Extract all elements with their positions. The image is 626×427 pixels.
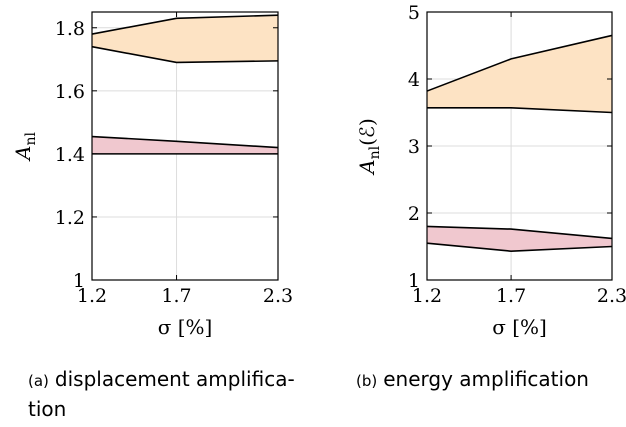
band-upper-line-1	[91, 14, 279, 35]
band-upper-line-1	[426, 34, 613, 92]
band-upper-line-2	[91, 135, 279, 149]
y-axis-label-sub-b: nl	[367, 145, 383, 159]
band-lower-line-1	[91, 45, 279, 64]
y-axis-label-a: Anl	[11, 132, 39, 162]
y-tick-label: 4	[408, 69, 420, 91]
y-axis-label-base-a: A	[11, 146, 35, 162]
y-tick-label: 1.6	[55, 81, 85, 103]
y-tick-label: 1.4	[55, 144, 85, 166]
plot-frame-a	[91, 11, 279, 281]
ticks-a: 1.2 1.7 2.311.21.41.61.8	[55, 12, 293, 307]
caption-a-text-1: displacement amplifica-	[55, 367, 295, 391]
y-tick-label: 1	[73, 270, 85, 292]
y-tick-label: 2	[408, 203, 420, 225]
y-axis-label-b: Anl(ℰ)	[355, 118, 383, 176]
y-axis-label-sub-a: nl	[23, 132, 39, 146]
band-fill-1	[427, 35, 612, 113]
x-tick-label: 1.2	[77, 285, 107, 307]
y-tick-label: 1.2	[55, 207, 85, 229]
x-tick-label: 2.3	[597, 285, 626, 307]
x-tick-label: 1.7	[496, 285, 526, 307]
x-tick-label: 1.2	[412, 285, 442, 307]
x-tick-label: 2.3	[263, 285, 293, 307]
x-tick-label: 1.7	[161, 285, 191, 307]
band-lower-line-2	[426, 242, 613, 252]
caption-tag-a: (a)	[28, 372, 49, 390]
y-tick-label: 1	[408, 270, 420, 292]
y-tick-label: 3	[408, 136, 420, 158]
band-lower-line-1	[427, 107, 613, 114]
caption-b-text-1: energy amplification	[383, 367, 589, 391]
band-upper-line-2	[426, 225, 613, 240]
y-axis-label-suffix-b: (ℰ)	[355, 118, 379, 146]
panel-b: 1.2 1.7 2.3 1 2 3 4 5 σ [%] Anl(ℰ) (b) energy am…	[355, 2, 626, 391]
band-fill-1	[92, 15, 278, 63]
x-axis-label-b: σ [%]	[492, 315, 547, 339]
bands-b	[426, 34, 613, 252]
bands-a	[91, 14, 279, 155]
y-tick-label: 5	[408, 2, 420, 24]
caption-tag-b: (b)	[356, 372, 377, 390]
ticks-b: 1.2 1.7 2.3 1 2 3 4 5	[408, 2, 626, 307]
panel-a: 1.2 1.7 2.311.21.41.61.8 σ [%] Anl (a) disp…	[11, 11, 295, 421]
band-fill-2	[92, 136, 278, 154]
caption-a-line-1: (a) displacement amplifica-	[28, 367, 295, 391]
y-axis-label-base-b: A	[355, 159, 379, 175]
band-fill-2	[427, 226, 612, 252]
caption-b-line-1: (b) energy amplification	[356, 367, 589, 391]
caption-a-line-2: tion	[28, 397, 66, 421]
x-axis-label-a: σ [%]	[158, 315, 213, 339]
y-tick-label: 1.8	[55, 18, 85, 40]
